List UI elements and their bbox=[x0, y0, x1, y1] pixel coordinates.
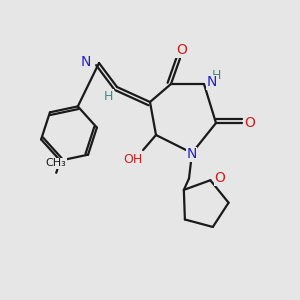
Text: N: N bbox=[80, 55, 91, 68]
Text: O: O bbox=[176, 43, 187, 57]
Text: H: H bbox=[212, 69, 221, 82]
Text: O: O bbox=[214, 171, 225, 185]
Text: H: H bbox=[104, 89, 113, 103]
Text: CH₃: CH₃ bbox=[45, 158, 66, 168]
Text: N: N bbox=[206, 76, 217, 89]
Text: O: O bbox=[244, 116, 255, 130]
Text: N: N bbox=[186, 148, 197, 161]
Text: OH: OH bbox=[123, 153, 142, 167]
